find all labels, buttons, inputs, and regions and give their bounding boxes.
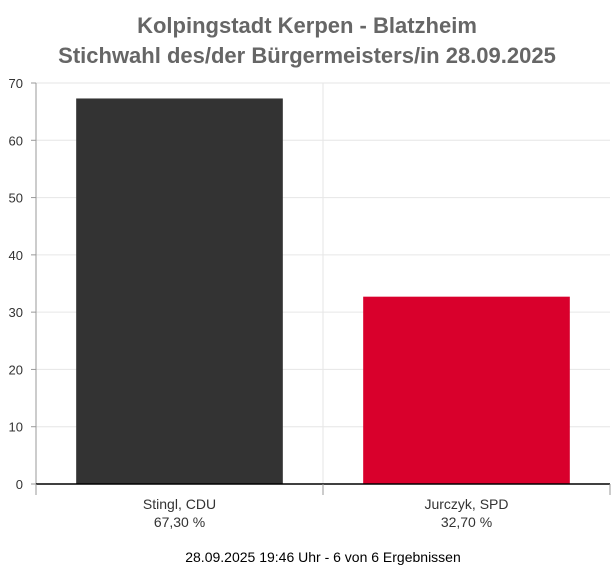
- x-category-label: Jurczyk, SPD: [424, 496, 508, 512]
- chart-subtitle: Stichwahl des/der Bürgermeisters/in 28.0…: [58, 43, 556, 68]
- results-status: 28.09.2025 19:46 Uhr - 6 von 6 Ergebniss…: [185, 549, 461, 565]
- bar-1: [363, 296, 570, 484]
- chart-title: Kolpingstadt Kerpen - Blatzheim: [137, 13, 477, 38]
- bar-0: [76, 98, 283, 485]
- y-tick-label: 70: [9, 76, 23, 91]
- y-tick-label: 40: [9, 248, 23, 263]
- y-tick-label: 20: [9, 362, 23, 377]
- x-category-label: Stingl, CDU: [143, 496, 216, 512]
- y-tick-label: 60: [9, 133, 23, 148]
- y-tick-label: 30: [9, 305, 23, 320]
- y-tick-label: 10: [9, 420, 23, 435]
- x-value-label: 67,30 %: [154, 514, 205, 530]
- x-value-label: 32,70 %: [441, 514, 492, 530]
- y-tick-label: 0: [16, 477, 23, 492]
- y-tick-label: 50: [9, 191, 23, 206]
